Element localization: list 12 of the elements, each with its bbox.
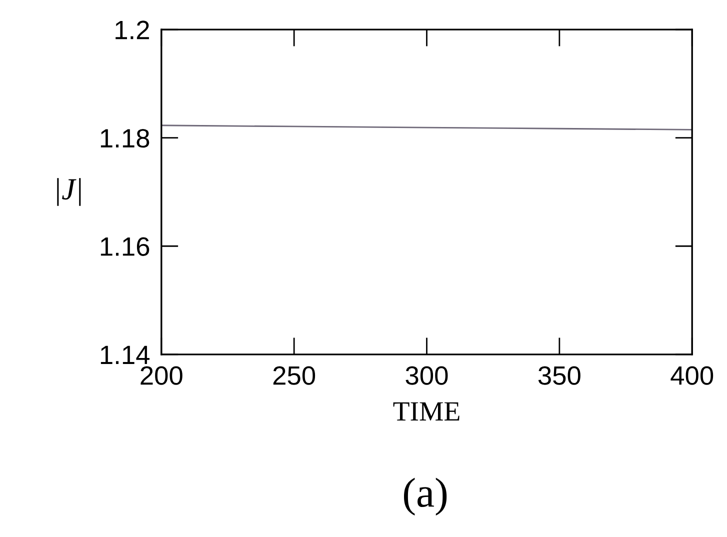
text: (a) — [404, 478, 447, 516]
y-tick-label: 1.14 — [100, 346, 150, 364]
y-tick-label: 1.18 — [100, 128, 150, 148]
y-tick-label: 1.2 — [116, 20, 149, 40]
x-tick-label: 400 — [670, 366, 714, 385]
x-tick-label: 250 — [273, 366, 316, 385]
x-tick-label: 350 — [538, 366, 580, 385]
x-tick-label: 300 — [406, 366, 448, 385]
y-axis-title: |J| — [57, 178, 81, 206]
y-tick-label: 1.16 — [100, 237, 150, 256]
x-tick-label: 200 — [140, 366, 182, 385]
x-axis-title: TIME — [393, 402, 460, 421]
